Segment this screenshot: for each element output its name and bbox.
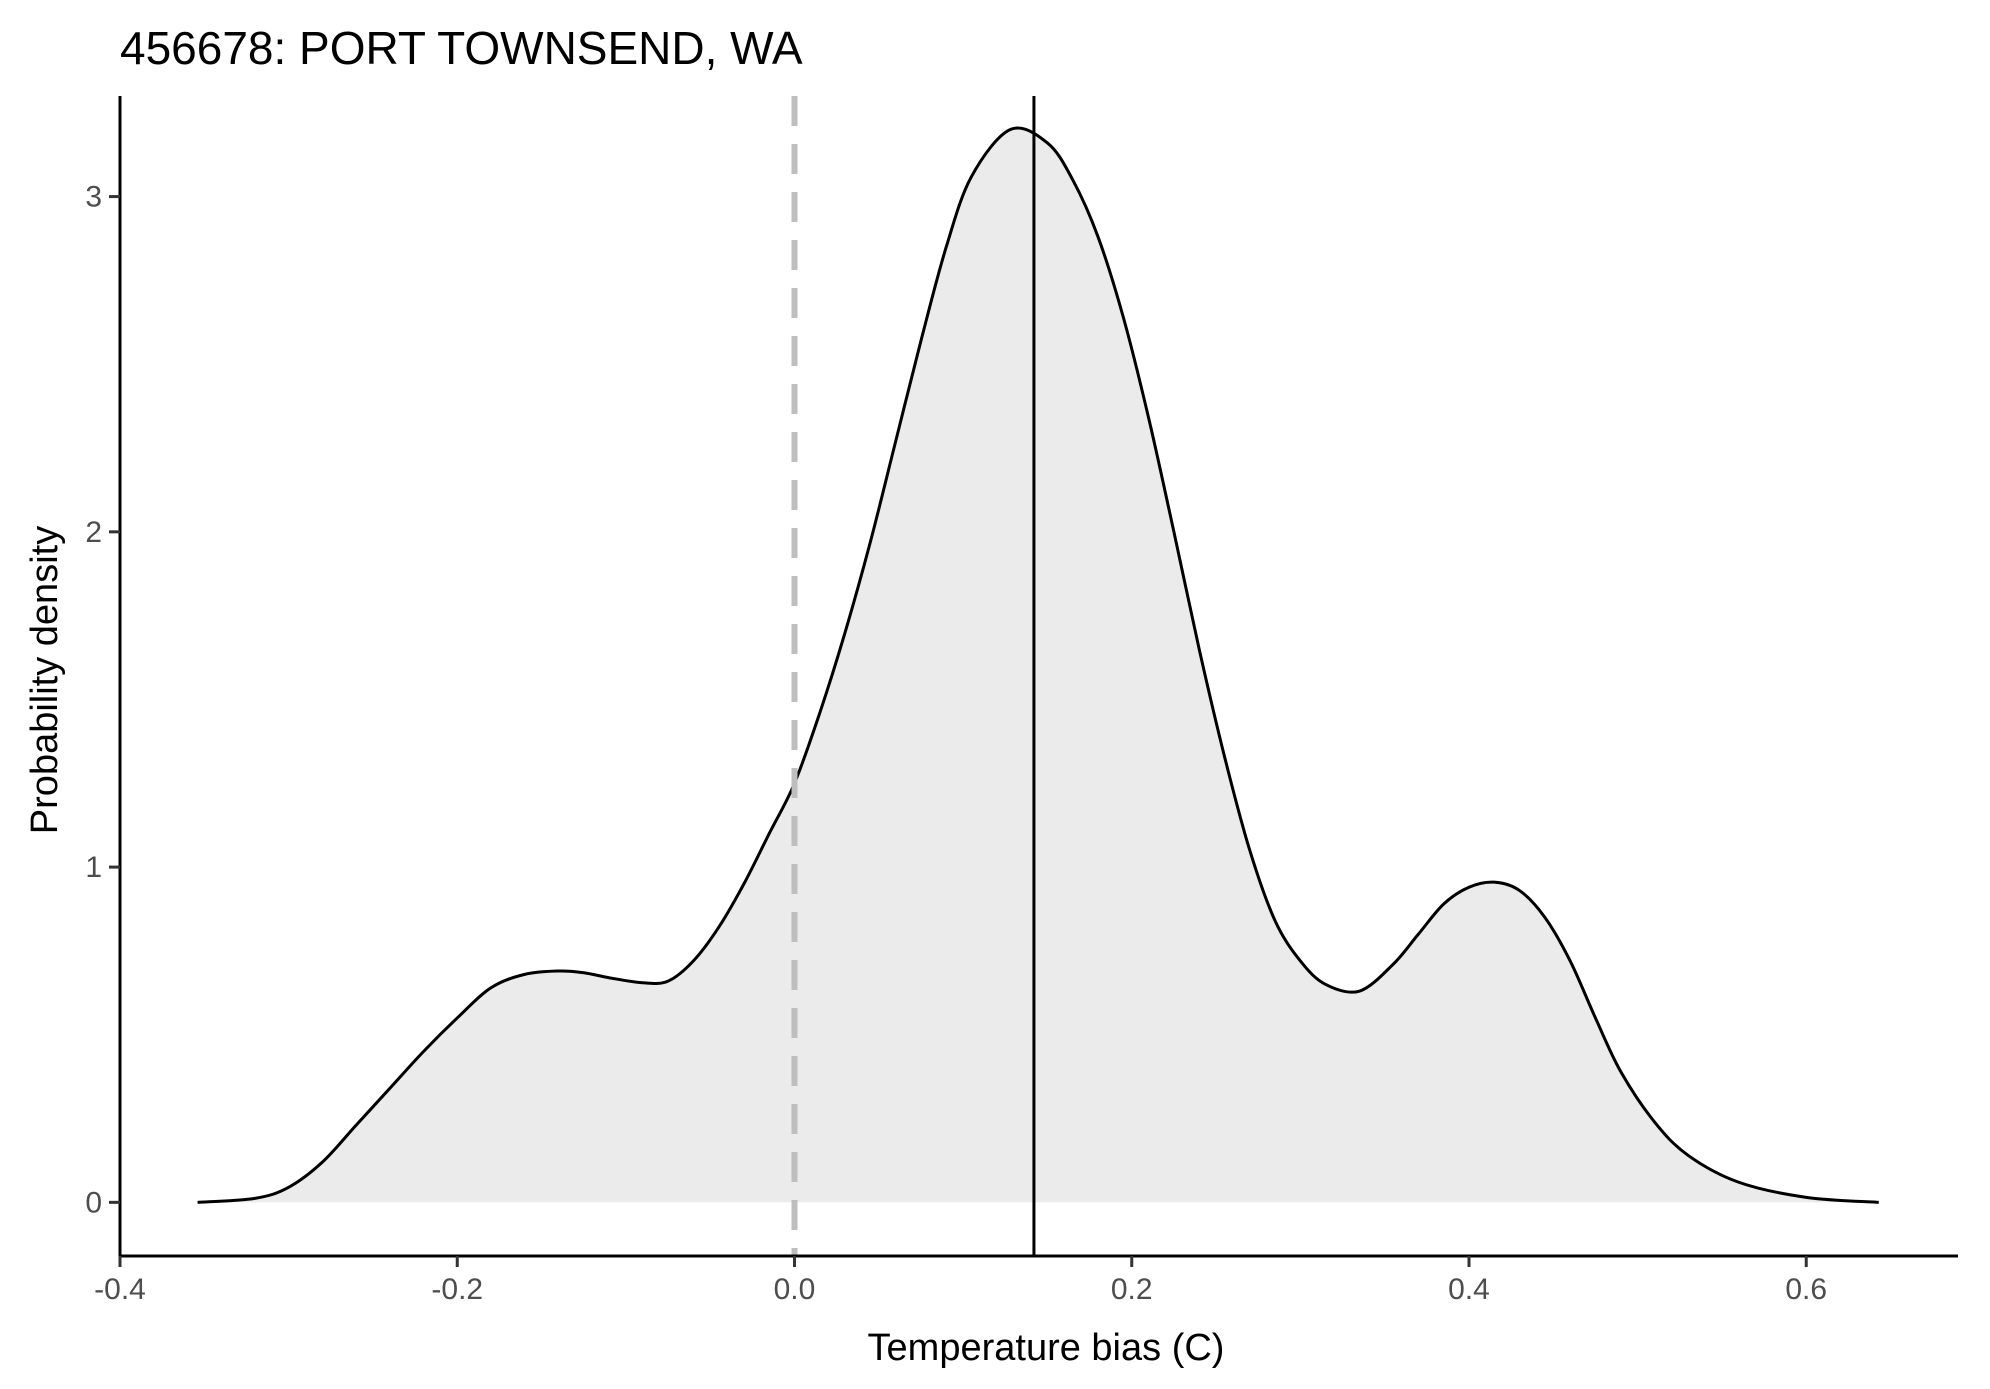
y-axis-title: Probability density xyxy=(24,526,66,834)
density-area-0 xyxy=(197,127,1879,1203)
y-tick-label: 3 xyxy=(85,181,102,214)
x-tick-label: -0.4 xyxy=(94,1273,146,1306)
y-tick-label: 2 xyxy=(85,516,102,549)
x-tick-label: 0.2 xyxy=(1111,1273,1153,1306)
density-curve-0 xyxy=(197,126,1879,1204)
chart-title: 456678: PORT TOWNSEND, WA xyxy=(120,22,803,74)
y-tick-label: 1 xyxy=(85,851,102,884)
x-tick-label: 0.4 xyxy=(1448,1273,1490,1306)
x-axis-title: Temperature bias (C) xyxy=(868,1327,1225,1369)
y-tick-label: 0 xyxy=(85,1186,102,1219)
axes: -0.4 -0.2 0.0 0.2 0.4 0.6 0 1 2 3 xyxy=(85,96,1958,1306)
x-tick-label: 0.6 xyxy=(1785,1273,1827,1306)
x-tick-label: -0.2 xyxy=(431,1273,483,1306)
x-tick-label: 0.0 xyxy=(774,1273,816,1306)
plot-area xyxy=(197,96,1879,1256)
